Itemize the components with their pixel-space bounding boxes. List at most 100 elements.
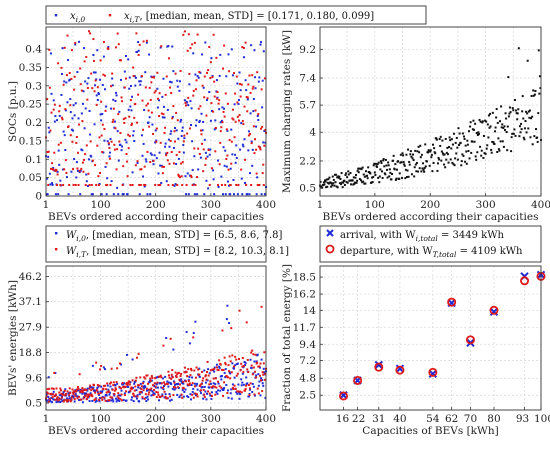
data-point [132, 400, 135, 403]
data-point [83, 47, 86, 50]
data-point [370, 181, 373, 184]
departure-marker [395, 365, 405, 375]
data-point [346, 181, 349, 184]
data-point [393, 168, 396, 171]
data-point [88, 400, 91, 403]
data-point [415, 161, 418, 164]
data-point [100, 119, 103, 122]
data-point [461, 132, 464, 135]
data-point [201, 84, 204, 87]
data-point [259, 362, 262, 365]
data-points [319, 47, 542, 189]
data-point [48, 399, 51, 402]
data-point [119, 394, 122, 397]
data-point [110, 180, 113, 183]
data-point [244, 387, 247, 390]
data-point [387, 164, 390, 167]
data-point [460, 160, 463, 163]
data-point [122, 165, 125, 168]
data-point [160, 112, 163, 115]
data-point [158, 92, 161, 95]
data-point [83, 388, 86, 391]
data-point [202, 148, 205, 151]
data-point [72, 393, 75, 396]
data-point [106, 390, 109, 393]
legend-marker [54, 14, 58, 17]
data-point [377, 161, 380, 164]
data-point [91, 193, 94, 196]
data-point [251, 74, 254, 77]
data-point [257, 113, 260, 116]
data-point [521, 110, 524, 113]
data-point [520, 122, 523, 125]
data-point [402, 161, 405, 164]
data-point [218, 108, 221, 111]
data-point [111, 72, 114, 75]
y-tick-label: 16.2 [293, 289, 316, 301]
data-point [98, 400, 101, 403]
data-point [69, 104, 72, 107]
data-point [214, 377, 217, 380]
data-point [250, 367, 253, 370]
data-point [59, 183, 62, 186]
data-point [63, 46, 66, 49]
data-points [45, 30, 267, 196]
y-tick-label: 0.15 [19, 135, 42, 147]
data-point [59, 389, 62, 392]
data-point [101, 398, 104, 401]
data-point [146, 150, 149, 153]
data-point [231, 362, 234, 365]
data-point [154, 183, 157, 186]
data-point [47, 376, 50, 379]
data-point [60, 396, 63, 399]
data-point [104, 109, 107, 112]
data-point [527, 127, 530, 130]
data-point [192, 387, 195, 390]
data-point [173, 381, 176, 384]
data-point [176, 386, 179, 389]
data-point [77, 389, 80, 392]
data-point [150, 379, 153, 382]
data-point [452, 163, 455, 166]
data-point [264, 396, 267, 399]
data-point [118, 59, 121, 62]
data-point [441, 139, 444, 142]
data-point [496, 151, 499, 154]
data-point [155, 157, 158, 160]
data-point [228, 370, 231, 373]
data-point [144, 86, 147, 89]
data-point [515, 112, 518, 115]
data-point [53, 394, 56, 397]
data-point [489, 125, 492, 128]
data-point [57, 143, 60, 146]
data-point [503, 129, 506, 132]
data-point [496, 121, 499, 124]
data-point [479, 145, 482, 148]
data-point [386, 176, 389, 179]
data-point [149, 379, 152, 382]
y-tick-label: 0.35 [19, 62, 42, 74]
data-point [323, 179, 326, 182]
data-point [237, 119, 240, 122]
data-point [196, 176, 199, 179]
data-point [102, 366, 105, 369]
data-point [144, 183, 147, 186]
data-point [113, 148, 116, 151]
data-point [85, 389, 88, 392]
data-point [86, 395, 89, 398]
data-point [110, 140, 113, 143]
data-point [122, 193, 125, 196]
data-point [194, 394, 197, 397]
data-point [136, 394, 139, 397]
data-point [116, 130, 119, 133]
data-point [207, 187, 210, 190]
data-point [118, 385, 121, 388]
data-point [133, 140, 136, 143]
data-point [387, 161, 390, 164]
data-point [146, 374, 149, 377]
data-point [133, 382, 136, 385]
data-point [69, 391, 72, 394]
data-point [230, 162, 233, 165]
data-point [405, 175, 408, 178]
